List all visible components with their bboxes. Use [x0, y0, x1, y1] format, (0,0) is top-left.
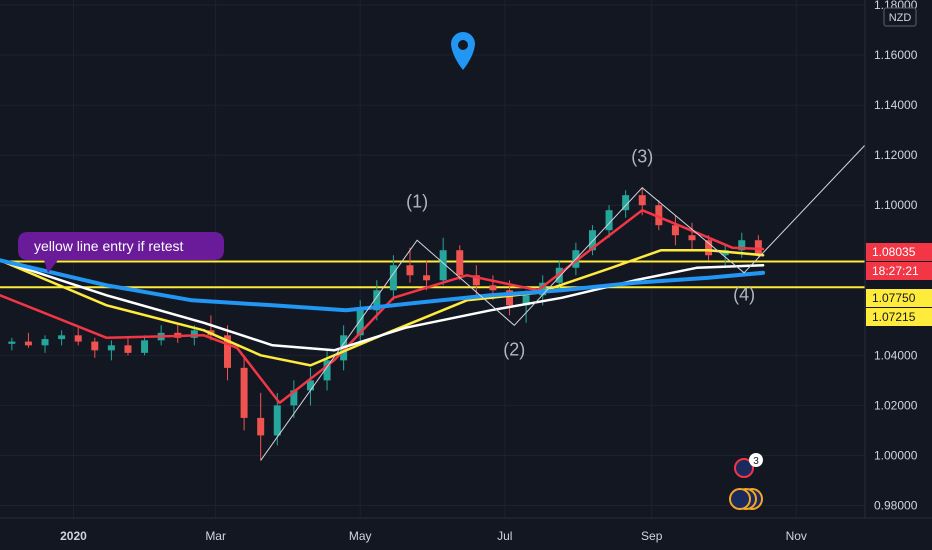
x-tick-label: 2020 [60, 529, 87, 543]
wave-label: (1) [406, 192, 428, 212]
candle-body [41, 339, 49, 346]
x-tick-label: Nov [786, 529, 807, 543]
candle-body [655, 205, 663, 226]
candles [8, 187, 762, 461]
x-tick-label: May [349, 529, 372, 543]
price-tag-label: 1.08035 [872, 245, 916, 259]
event-count-badge [749, 453, 763, 467]
candle-body [273, 405, 281, 436]
wave-label: (3) [631, 147, 653, 167]
candle-body [638, 195, 646, 206]
wave-label: (4) [733, 284, 755, 304]
candle-body [107, 345, 115, 351]
candle-body [240, 367, 248, 418]
candle-body [74, 335, 82, 342]
time-axis-labels: 2020 Mar May Jul Sep Nov [60, 529, 807, 543]
time-axis-panel[interactable] [0, 518, 932, 550]
event-flag-icon-4[interactable] [729, 488, 751, 510]
candle-body [439, 250, 447, 281]
y-tick-label: 1.02000 [874, 398, 918, 412]
candle-body [522, 295, 530, 306]
annotation-text: yellow line entry if retest [34, 238, 184, 254]
price-tag-bg [866, 243, 932, 261]
wave-line [260, 144, 866, 461]
price-tag-label: 1.07215 [872, 310, 916, 324]
annotation-callout[interactable]: yellow line entry if retest [18, 232, 224, 273]
event-count: 3 [753, 456, 759, 467]
price-tag-bg [866, 289, 932, 307]
wave-label: (2) [503, 339, 525, 359]
horizontal-lines [0, 260, 865, 289]
ma-line [0, 258, 766, 313]
candle-body [605, 210, 613, 231]
location-pin-icon[interactable] [451, 32, 475, 70]
candle-body [190, 330, 198, 338]
currency-label: NZD [889, 12, 912, 24]
candle-body [58, 335, 66, 340]
price-tags: 1.08035 18:27:21 1.07750 1.07215 [866, 243, 932, 326]
candle-body [224, 335, 232, 368]
candle-body [754, 240, 762, 255]
event-flag-icon[interactable] [734, 458, 754, 478]
candle-body [705, 240, 713, 256]
price-tag-label: 18:27:21 [872, 264, 919, 278]
candle-body [91, 341, 99, 351]
x-tick-label: Sep [641, 529, 663, 543]
candle-body [290, 390, 298, 406]
candle-body [506, 290, 514, 306]
currency-tag[interactable]: NZD [883, 7, 917, 27]
price-tag-label: 1.07750 [872, 291, 916, 305]
candle-body [8, 341, 16, 344]
candle-body [141, 340, 149, 353]
candle-body [124, 345, 132, 353]
x-tick-label: Mar [205, 529, 226, 543]
candle-body [24, 341, 32, 346]
candle-body [738, 240, 746, 251]
ma-line [0, 208, 765, 405]
candle-body [489, 285, 497, 291]
candle-body [373, 290, 381, 311]
candle-body [456, 250, 464, 276]
y-tick-label: 1.00000 [874, 448, 918, 462]
candle-body [389, 265, 397, 291]
candle-body [406, 265, 414, 276]
candle-body [588, 230, 596, 251]
economic-events[interactable]: 3 [729, 453, 763, 510]
price-tag-bg [866, 308, 932, 326]
ma-line [0, 248, 765, 367]
candle-body [423, 275, 431, 281]
candle-body [671, 225, 679, 236]
ma-line [0, 259, 765, 352]
moving-averages [0, 208, 766, 405]
candle-body [622, 195, 630, 211]
candle-body [472, 275, 480, 286]
y-tick-label: 1.04000 [874, 348, 918, 362]
price-tag-bg [866, 262, 932, 280]
candle-body [539, 282, 547, 296]
y-tick-label: 1.16000 [874, 48, 918, 62]
candle-body [306, 380, 314, 391]
y-tick-label: 0.98000 [874, 498, 918, 512]
candle-body [688, 235, 696, 241]
candle-body [323, 360, 331, 381]
y-tick-label: 1.10000 [874, 198, 918, 212]
y-tick-label: 1.12000 [874, 148, 918, 162]
candle-body [356, 310, 364, 336]
x-tick-label: Jul [497, 529, 512, 543]
y-tick-label: 1.14000 [874, 98, 918, 112]
wave-drawing: (1) (2) (3) (4) [260, 144, 866, 461]
candle-body [257, 417, 265, 436]
